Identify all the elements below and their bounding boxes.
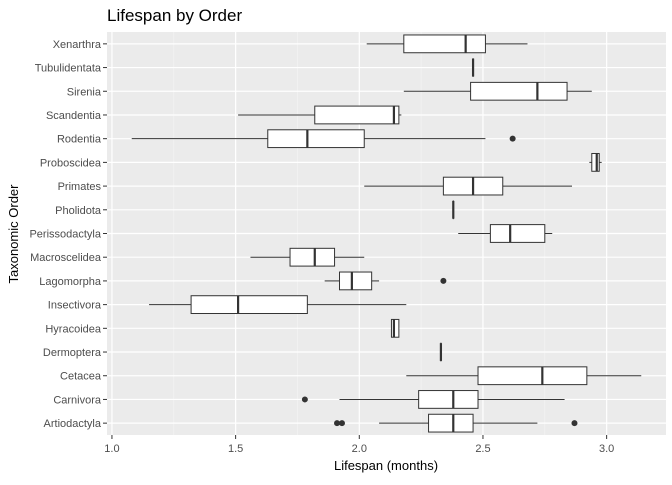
x-tick-label: 3.0 [599, 443, 614, 455]
outlier-point [571, 420, 577, 426]
box-iqr [419, 391, 478, 409]
y-tick-label: Insectivora [48, 300, 102, 312]
y-tick-label: Tubulidentata [35, 63, 102, 75]
y-tick-label: Artiodactyla [44, 418, 102, 430]
x-tick-label: 1.0 [104, 443, 119, 455]
y-tick-label: Carnivora [53, 394, 102, 406]
y-tick-label: Rodentia [57, 134, 102, 146]
x-axis-title: Lifespan (months) [334, 458, 438, 473]
box-iqr [268, 130, 364, 148]
y-tick-label: Lagomorpha [39, 276, 102, 288]
outlier-point [302, 396, 308, 402]
box-iqr [429, 414, 474, 432]
box-iqr [471, 82, 567, 100]
y-tick-label: Scandentia [46, 110, 102, 122]
x-tick-label: 2.0 [352, 443, 367, 455]
box-iqr [490, 225, 544, 243]
x-tick-label: 2.5 [475, 443, 490, 455]
box-iqr [191, 296, 307, 314]
chart-title: Lifespan by Order [107, 6, 242, 25]
box-iqr [315, 106, 399, 124]
box-iqr [478, 367, 587, 385]
y-axis-title: Taxonomic Order [6, 184, 21, 284]
y-tick-label: Proboscidea [40, 157, 102, 169]
box-group-hyracoidea [391, 319, 398, 337]
y-tick-label: Pholidota [55, 205, 102, 217]
outlier-point [510, 136, 516, 142]
x-tick-label: 1.5 [228, 443, 243, 455]
y-tick-label: Cetacea [60, 371, 102, 383]
y-tick-label: Primates [58, 181, 102, 193]
y-tick-label: Perissodactyla [29, 229, 101, 241]
outlier-point [440, 278, 446, 284]
box-iqr [592, 153, 599, 171]
box-iqr [391, 319, 398, 337]
y-tick-label: Xenarthra [53, 39, 102, 51]
box-iqr [290, 248, 335, 266]
box-iqr [340, 272, 372, 290]
y-tick-label: Hyracoidea [45, 323, 102, 335]
box-iqr [404, 35, 486, 53]
y-tick-label: Sirenia [67, 86, 102, 98]
y-tick-label: Macroscelidea [30, 252, 102, 264]
y-tick-label: Dermoptera [43, 347, 102, 359]
outlier-point [339, 420, 345, 426]
